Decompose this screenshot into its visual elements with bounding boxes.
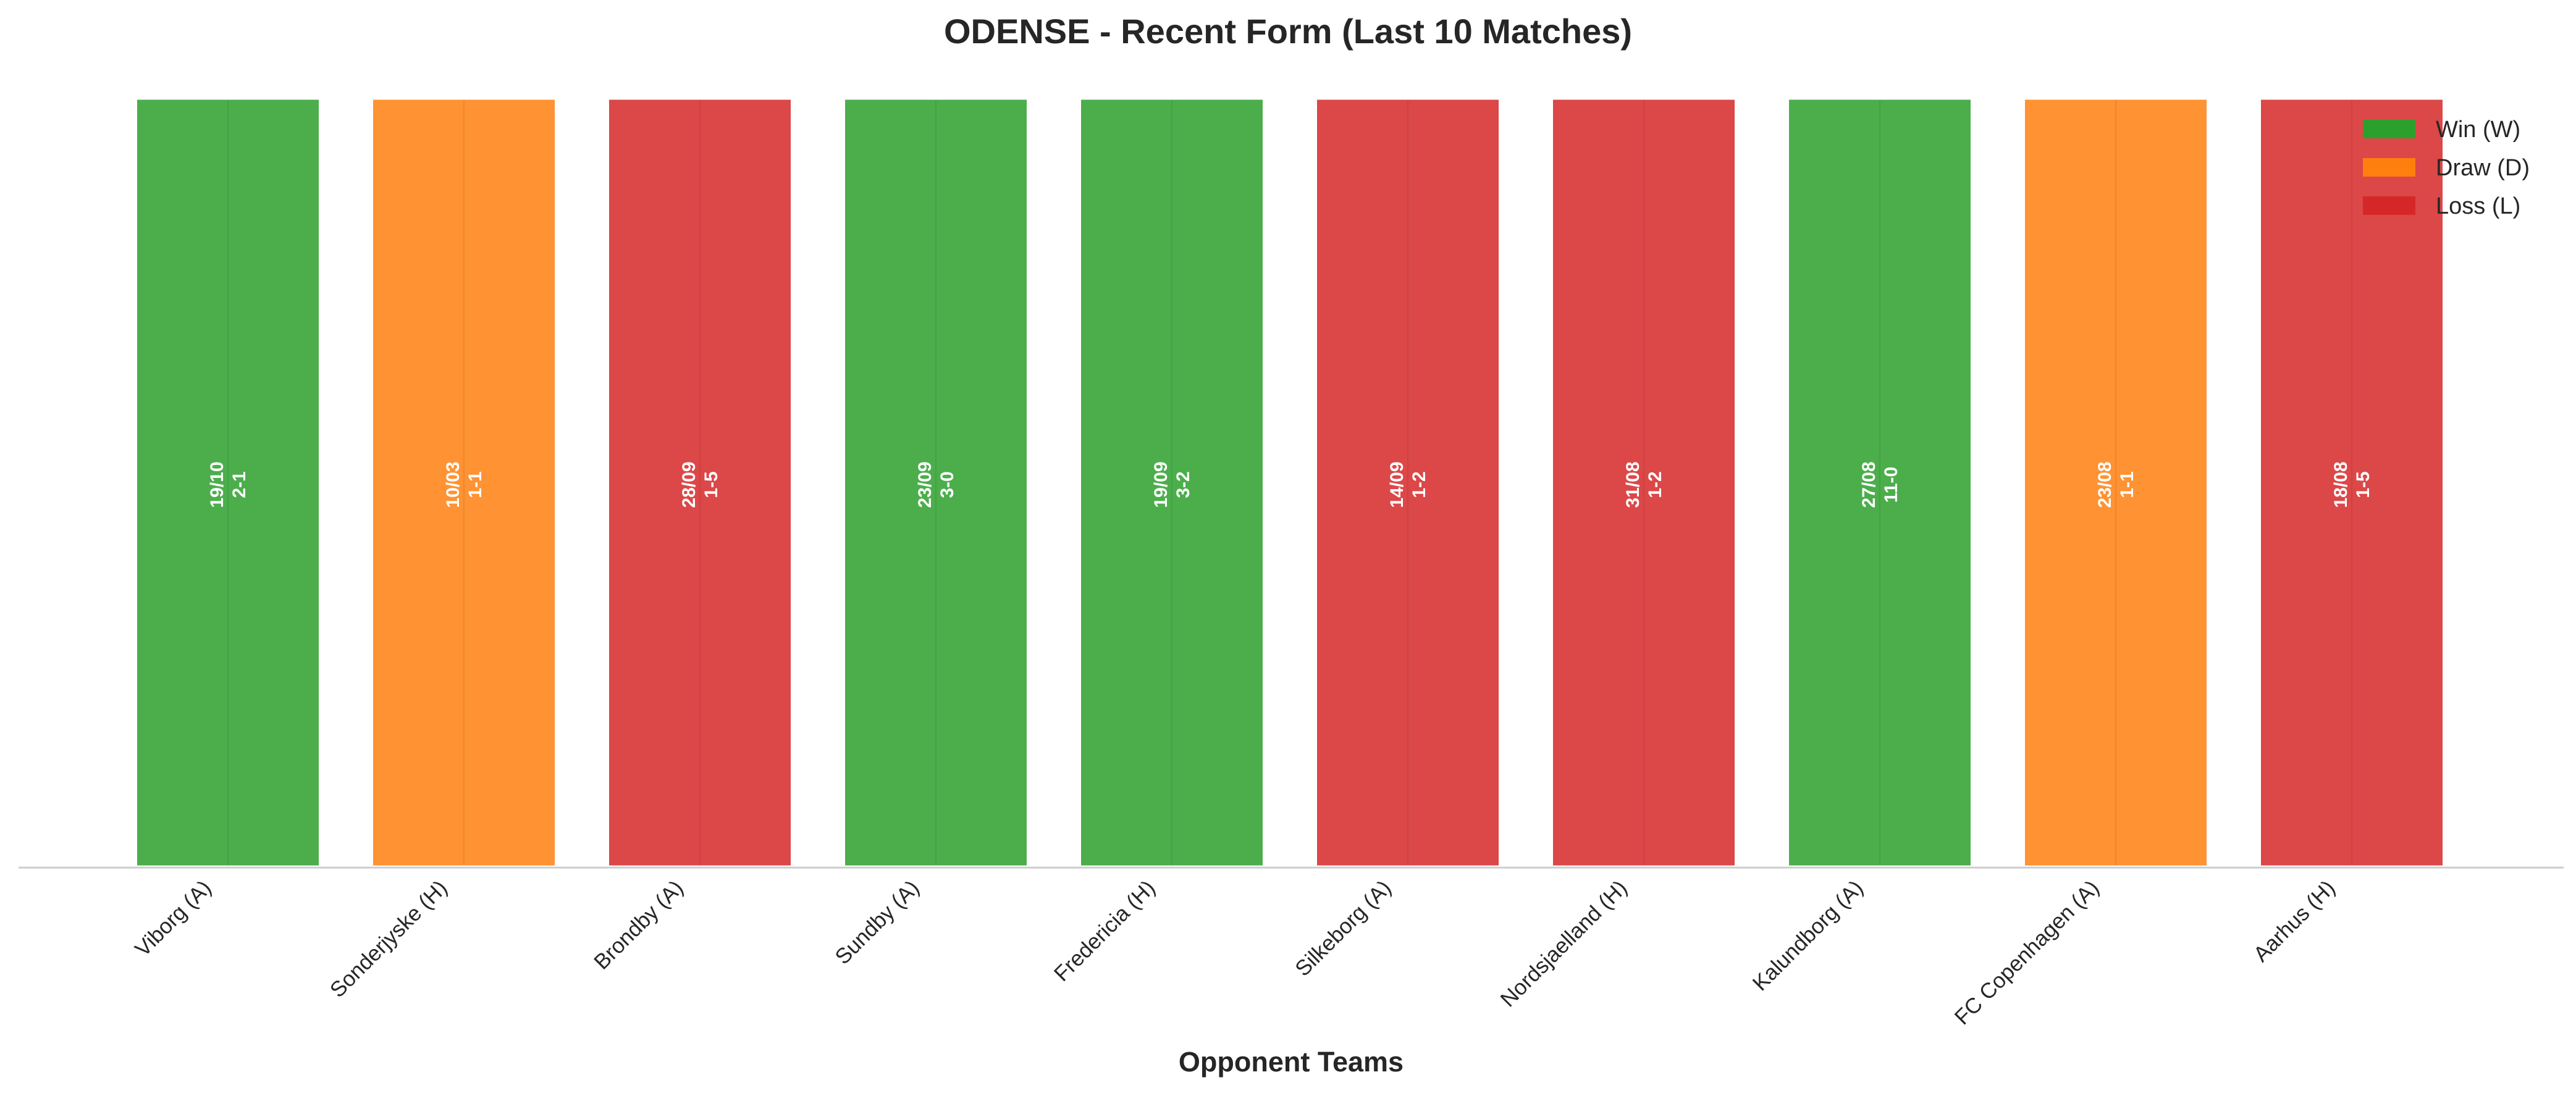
match-date: 10/03 — [443, 461, 463, 508]
x-tick-label-10: Aarhus (H) — [2249, 876, 2339, 966]
match-score: 1-5 — [701, 471, 722, 498]
legend-swatch-d — [2363, 158, 2415, 177]
bar-label-7: 31/08 1-2 — [1623, 461, 1665, 508]
match-date: 18/08 — [2331, 461, 2351, 508]
legend-swatch-w — [2363, 120, 2415, 138]
chart-title: ODENSE - Recent Form (Last 10 Matches) — [944, 12, 1632, 51]
bar-label-10: 18/08 1-5 — [2331, 461, 2373, 508]
bar-label-1: 19/10 2-1 — [207, 461, 250, 508]
bar-label-9: 23/08 1-1 — [2095, 461, 2137, 508]
bar-4 — [843, 98, 1029, 868]
x-tick-label-7: Nordsjaelland (H) — [1496, 876, 1632, 1011]
x-tick-label-3: Brondby (A) — [589, 876, 688, 974]
bars-group: 19/10 2-1 10/03 1-1 28/09 1-5 23/09 3-0 19/09 3-2… — [135, 98, 2444, 868]
bar-5 — [1079, 98, 1265, 868]
x-tick-label-2: Sonderjyske (H) — [326, 876, 452, 1002]
legend-label-w: Win (W) — [2436, 117, 2520, 143]
match-score: 11-0 — [1881, 467, 1901, 503]
match-score: 2-1 — [229, 471, 250, 498]
bar-6 — [1315, 98, 1501, 868]
bar-9 — [2023, 98, 2208, 868]
match-score: 1-1 — [465, 471, 486, 498]
match-score: 3-0 — [937, 471, 958, 498]
match-date: 23/08 — [2095, 461, 2115, 508]
match-date: 23/09 — [915, 461, 935, 508]
bar-8 — [1787, 98, 1972, 868]
match-date: 19/10 — [207, 461, 227, 508]
x-tick-labels: Viborg (A) Sonderjyske (H) Brondby (A) Sund… — [130, 876, 2340, 1029]
bar-1 — [135, 98, 321, 868]
bar-label-4: 23/09 3-0 — [915, 461, 958, 508]
match-date: 31/08 — [1623, 461, 1643, 508]
bar-label-6: 14/09 1-2 — [1387, 461, 1429, 508]
match-score: 3-2 — [1173, 471, 1193, 498]
x-tick-label-6: Silkeborg (A) — [1290, 876, 1396, 981]
bar-label-8: 27/08 11-0 — [1859, 461, 1901, 508]
bar-10 — [2259, 98, 2444, 868]
x-tick-label-1: Viborg (A) — [130, 876, 216, 961]
bar-label-3: 28/09 1-5 — [679, 461, 722, 508]
bar-label-5: 19/09 3-2 — [1151, 461, 1193, 508]
match-date: 14/09 — [1387, 461, 1407, 508]
x-axis-label: Opponent Teams — [1179, 1046, 1404, 1078]
legend-swatch-l — [2363, 196, 2415, 215]
legend-label-d: Draw (D) — [2436, 155, 2530, 181]
bar-7 — [1551, 98, 1736, 868]
bar-label-2: 10/03 1-1 — [443, 461, 486, 508]
x-tick-label-4: Sundby (A) — [830, 876, 924, 969]
x-tick-label-5: Fredericia (H) — [1050, 876, 1160, 986]
match-score: 1-2 — [1409, 471, 1429, 498]
match-score: 1-1 — [2117, 471, 2137, 498]
bar-3 — [607, 98, 793, 868]
match-score: 1-5 — [2353, 471, 2373, 498]
legend: Win (W) Draw (D) Loss (L) — [2363, 117, 2530, 219]
x-tick-label-9: FC Copenhagen (A) — [1950, 876, 2104, 1029]
match-date: 28/09 — [679, 461, 699, 508]
x-tick-label-8: Kalundborg (A) — [1748, 876, 1868, 995]
match-score: 1-2 — [1645, 471, 1665, 498]
match-date: 27/08 — [1859, 461, 1879, 508]
legend-label-l: Loss (L) — [2436, 193, 2520, 219]
bar-2 — [371, 98, 557, 868]
match-date: 19/09 — [1151, 461, 1171, 508]
